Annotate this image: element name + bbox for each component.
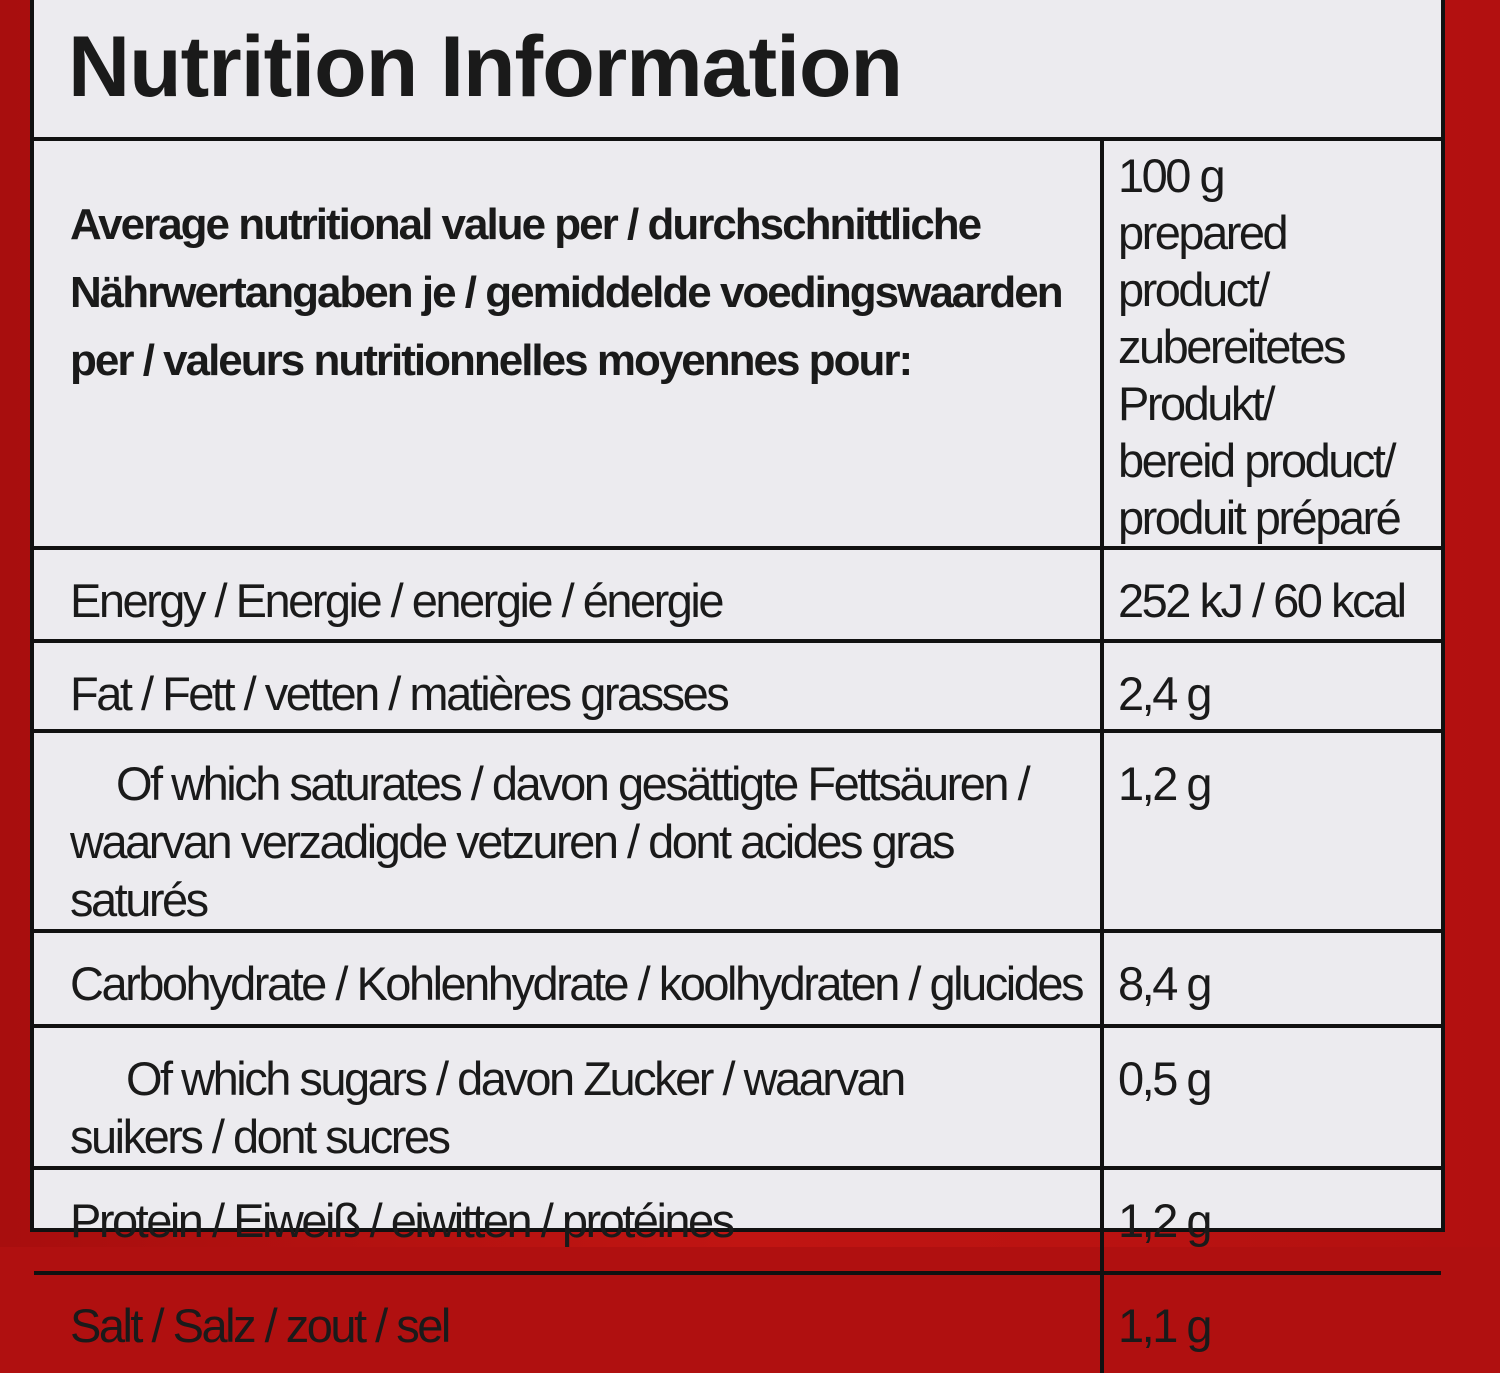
row-label: Carbohydrate / Kohlenhydrate / koolhydra… — [34, 929, 1104, 1026]
row-label: Energy / Energie / energie / énergie — [34, 546, 1104, 641]
nutrition-table: Average nutritional value per / durchsch… — [34, 137, 1441, 1373]
table-row-sugars: Of which sugars / davon Zucker / waarvan… — [34, 1024, 1441, 1168]
row-value: 252 kJ / 60 kcal — [1102, 546, 1441, 641]
header-value: 100 g prepared product/ zubereitetes Pro… — [1102, 137, 1441, 548]
row-label: Protein / Eiweiß / eiwitten / protéines — [34, 1166, 1104, 1273]
row-value: 2,4 g — [1102, 639, 1441, 731]
table-header-row: Average nutritional value per / durchsch… — [34, 137, 1441, 548]
header-value-line: zubereitetes Produkt/ — [1118, 320, 1347, 430]
page-title: Nutrition Information — [68, 19, 903, 115]
header-value-line: prepared product/ — [1118, 206, 1289, 316]
row-label: Fat / Fett / vetten / matières grasses — [34, 639, 1104, 731]
row-label: Of which sugars / davon Zucker / waarvan… — [70, 1052, 906, 1163]
row-value: 1,2 g — [1102, 729, 1441, 931]
row-value: 0,5 g — [1102, 1024, 1441, 1168]
nutrition-panel: Nutrition Information Average nutritiona… — [30, 0, 1445, 1373]
table-row-salt: Salt / Salz / zout / sel 1,1 g — [34, 1271, 1441, 1373]
row-value: 8,4 g — [1102, 929, 1441, 1026]
table-row-saturates: Of which saturates / davon gesättigte Fe… — [34, 729, 1441, 931]
row-label-cell: Of which sugars / davon Zucker / waarvan… — [34, 1024, 1104, 1168]
row-value: 1,2 g — [1102, 1166, 1441, 1273]
header-value-line: 100 g — [1118, 149, 1226, 202]
row-label: Salt / Salz / zout / sel — [34, 1271, 1104, 1373]
table-row-fat: Fat / Fett / vetten / matières grasses 2… — [34, 639, 1441, 731]
row-label-cell: Of which saturates / davon gesättigte Fe… — [34, 729, 1104, 931]
header-value-line: produit préparé — [1118, 491, 1402, 544]
header-label: Average nutritional value per / durchsch… — [34, 137, 1104, 548]
table-row-protein: Protein / Eiweiß / eiwitten / protéines … — [34, 1166, 1441, 1273]
table-row-carbohydrate: Carbohydrate / Kohlenhydrate / koolhydra… — [34, 929, 1441, 1026]
table-row-energy: Energy / Energie / energie / énergie 252… — [34, 546, 1441, 641]
row-label: Of which saturates / davon gesättigte Fe… — [70, 757, 1031, 926]
header-value-line: bereid product/ — [1118, 434, 1397, 487]
row-value: 1,1 g — [1102, 1271, 1441, 1373]
